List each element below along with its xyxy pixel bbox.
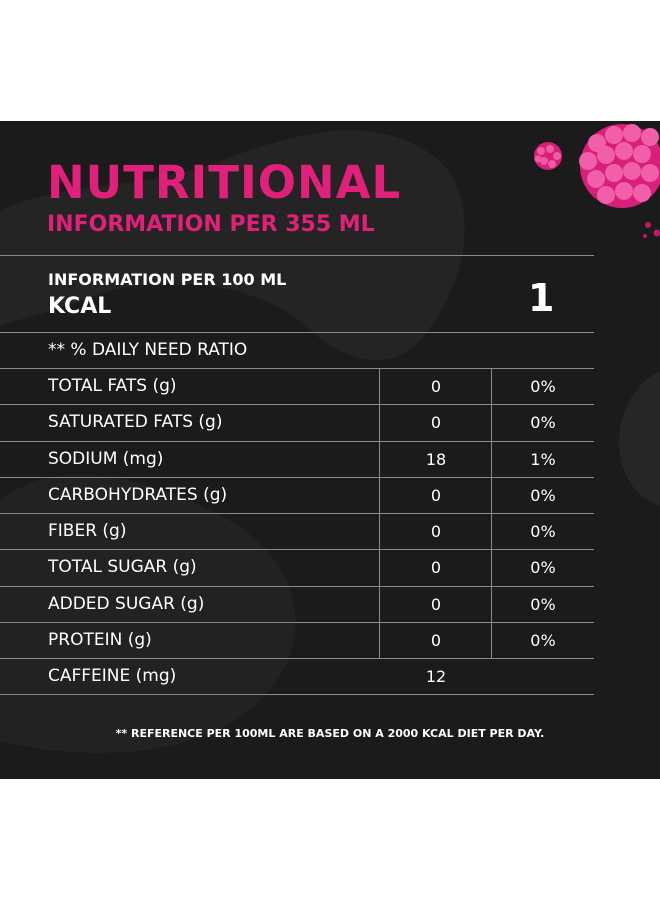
nutrient-label: SATURATED FATS (g) — [48, 412, 223, 433]
row-divider — [0, 441, 594, 442]
nutrient-label: TOTAL FATS (g) — [48, 376, 177, 396]
nutrient-label: CAFFEINE (mg) — [48, 666, 177, 686]
nutrient-value: 0 — [430, 594, 442, 614]
nutrient-percent: 0% — [530, 522, 556, 541]
energy-label-kcal: KCAL — [48, 294, 112, 319]
nutrient-value: 12 — [425, 667, 447, 686]
row-divider — [0, 477, 594, 478]
nutrient-label: FIBER (g) — [48, 521, 127, 541]
row-divider — [0, 622, 594, 623]
nutrient-value: 0 — [430, 630, 442, 650]
title-info-per-serving: INFORMATION PER 355 ML — [47, 212, 375, 237]
row-divider — [0, 586, 594, 587]
row-divider — [0, 694, 594, 695]
energy-value: 1 — [528, 276, 555, 320]
nutrient-value: 18 — [425, 449, 447, 469]
nutrient-percent: 0% — [530, 377, 556, 396]
nutrient-value: 0 — [430, 377, 442, 396]
background-swirls — [0, 124, 660, 753]
divider — [0, 255, 594, 256]
nutrient-label: CARBOHYDRATES (g) — [48, 484, 228, 505]
nutrient-value: 0 — [430, 558, 442, 578]
nutrient-label: PROTEIN (g) — [48, 629, 152, 650]
nutrient-percent: 0% — [530, 413, 556, 433]
divider — [0, 368, 594, 369]
nutrient-label: SODIUM (mg) — [48, 448, 164, 469]
row-divider — [0, 549, 594, 550]
divider — [0, 332, 594, 333]
nutrient-label: ADDED SUGAR (g) — [48, 593, 205, 614]
nutrient-percent: 0% — [530, 630, 556, 650]
nutrient-value: 0 — [430, 522, 442, 541]
nutrient-percent: 0% — [530, 594, 556, 614]
nutrition-panel — [0, 121, 660, 779]
nutrient-value: 0 — [430, 413, 442, 433]
column-divider — [379, 368, 380, 658]
title-nutritional: NUTRITIONAL — [47, 156, 402, 209]
row-divider — [0, 658, 594, 659]
daily-need-ratio-label: ** % DAILY NEED RATIO — [48, 340, 248, 360]
raspberry-icon — [534, 124, 660, 238]
nutrient-value: 0 — [430, 485, 442, 505]
row-divider — [0, 404, 594, 405]
row-divider — [0, 513, 594, 514]
nutrient-percent: 0% — [530, 558, 556, 578]
footnote: ** REFERENCE PER 100ML ARE BASED ON A 20… — [115, 727, 545, 740]
column-divider — [491, 368, 492, 658]
energy-label-line1: INFORMATION PER 100 ML — [48, 270, 287, 289]
nutrient-percent: 0% — [530, 485, 556, 505]
nutrient-label: TOTAL SUGAR (g) — [48, 557, 197, 578]
nutrient-percent: 1% — [530, 449, 556, 469]
